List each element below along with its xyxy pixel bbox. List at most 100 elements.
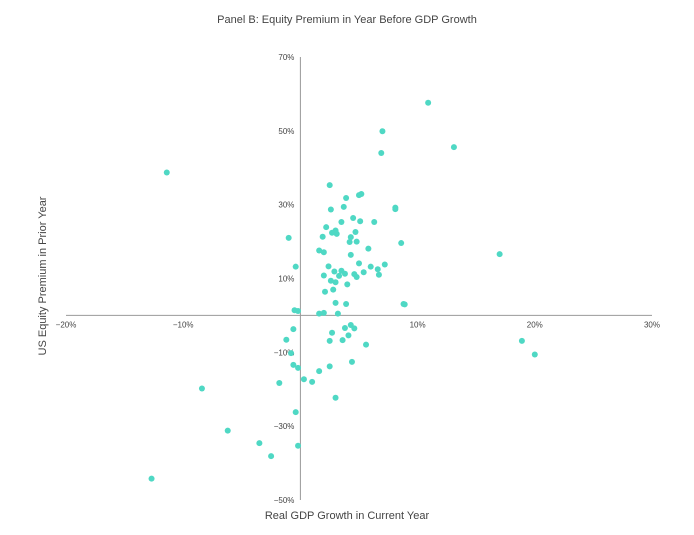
data-point (295, 307, 302, 314)
data-point (327, 206, 334, 213)
y-tick-label: −30% (274, 422, 295, 431)
data-point (531, 351, 538, 358)
data-point (326, 182, 333, 189)
data-point (350, 214, 357, 221)
y-tick-label: 50% (278, 127, 294, 136)
y-axis-label: US Equity Premium in Prior Year (37, 196, 49, 356)
data-point (340, 203, 347, 210)
data-point (329, 329, 336, 336)
data-point (163, 169, 170, 176)
data-point (351, 325, 358, 332)
x-tick-labels: −20% −10% 10% 20% 30% (56, 320, 660, 329)
data-point (343, 195, 350, 202)
data-point (450, 144, 457, 151)
data-point (320, 309, 327, 316)
data-point (276, 379, 283, 386)
data-point (323, 224, 330, 231)
data-point (363, 341, 370, 348)
data-point (360, 269, 367, 276)
data-point (347, 251, 354, 258)
data-point (332, 299, 339, 306)
y-tick-label: −50% (274, 496, 295, 505)
data-point (381, 261, 388, 268)
data-point (292, 263, 299, 270)
data-point (295, 442, 302, 449)
data-point (292, 409, 299, 416)
data-points (148, 99, 538, 482)
data-point (392, 206, 399, 213)
x-tick-label: 30% (644, 320, 660, 329)
data-point (326, 363, 333, 370)
data-point (268, 453, 275, 460)
data-point (379, 128, 386, 135)
data-point (327, 277, 334, 284)
x-tick-label: −20% (56, 320, 77, 329)
data-point (320, 272, 327, 279)
data-point (356, 192, 362, 199)
x-axis-label: Real GDP Growth in Current Year (264, 510, 430, 522)
data-point (352, 228, 359, 235)
data-point (283, 336, 290, 343)
data-point (329, 229, 336, 236)
data-point (353, 274, 360, 281)
data-point (198, 385, 205, 392)
data-point (346, 238, 353, 245)
data-point (334, 310, 341, 317)
data-point (357, 218, 364, 225)
y-tick-label: −10% (274, 348, 295, 357)
data-point (326, 337, 333, 344)
data-point (331, 268, 338, 275)
data-point (319, 233, 326, 240)
data-point (401, 301, 408, 308)
data-point (353, 238, 360, 245)
data-point (295, 364, 302, 371)
data-point (316, 368, 323, 375)
data-point (316, 247, 323, 254)
data-point (325, 263, 332, 270)
data-point (374, 266, 381, 273)
data-point (336, 272, 343, 279)
data-point (348, 358, 355, 365)
data-point (148, 475, 155, 482)
data-point (347, 234, 354, 241)
data-point (309, 378, 316, 385)
x-tick-label: −10% (173, 320, 194, 329)
data-point (398, 240, 405, 247)
data-point (316, 310, 323, 317)
data-point (322, 288, 329, 295)
data-point (224, 427, 231, 434)
data-point (341, 324, 348, 331)
data-point (290, 361, 297, 368)
data-point (356, 260, 362, 267)
data-point (345, 332, 352, 339)
data-point (285, 234, 292, 241)
data-point (290, 326, 297, 333)
data-point (333, 230, 340, 237)
data-point (332, 394, 339, 401)
data-point (496, 251, 503, 258)
x-tick-label: 20% (527, 320, 543, 329)
data-point (371, 219, 378, 226)
y-tick-labels: 70% 50% 30% 10% −10% −30% −50% (274, 53, 295, 505)
data-point (330, 286, 337, 293)
data-point (288, 350, 295, 357)
data-point (320, 249, 327, 256)
data-point (425, 99, 432, 106)
data-point (378, 149, 385, 156)
data-point (365, 245, 372, 252)
data-point (300, 376, 307, 383)
data-point (339, 337, 346, 344)
chart-title: Panel B: Equity Premium in Year Before G… (217, 14, 477, 26)
x-tick-label: 10% (410, 320, 426, 329)
data-point (344, 281, 351, 288)
data-point (375, 271, 382, 278)
data-point (256, 440, 263, 447)
y-tick-label: 70% (278, 53, 294, 62)
data-point (518, 337, 525, 344)
data-point (341, 270, 348, 277)
data-point (332, 279, 339, 286)
data-point (338, 219, 345, 226)
data-point (367, 263, 374, 270)
y-tick-label: 30% (278, 201, 294, 210)
